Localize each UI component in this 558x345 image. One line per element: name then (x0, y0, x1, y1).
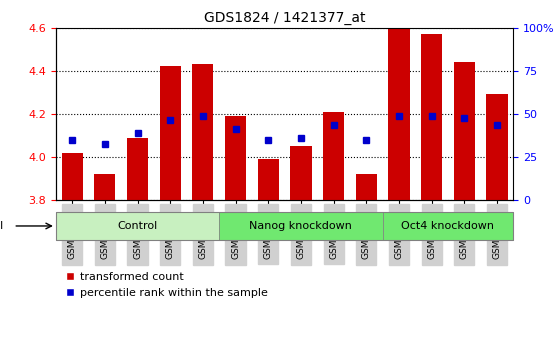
Text: Oct4 knockdown: Oct4 knockdown (402, 221, 494, 231)
Bar (193, 64, 214, 200)
Text: Nanog knockdown: Nanog knockdown (249, 221, 352, 231)
Bar (421, 34, 442, 200)
Bar (258, 159, 279, 200)
Bar (323, 112, 344, 200)
Title: GDS1824 / 1421377_at: GDS1824 / 1421377_at (204, 11, 365, 25)
Text: Control: Control (117, 221, 157, 231)
Bar (127, 138, 148, 200)
Bar (355, 174, 377, 200)
FancyBboxPatch shape (219, 212, 383, 240)
Bar (61, 153, 83, 200)
FancyBboxPatch shape (383, 212, 513, 240)
Bar (487, 95, 508, 200)
Bar (225, 116, 246, 200)
FancyBboxPatch shape (56, 212, 219, 240)
Legend: transformed count, percentile rank within the sample: transformed count, percentile rank withi… (61, 268, 272, 302)
Bar (454, 62, 475, 200)
Bar (290, 146, 311, 200)
Text: protocol: protocol (0, 221, 3, 231)
Bar (388, 28, 410, 200)
Bar (160, 66, 181, 200)
Bar (94, 174, 116, 200)
